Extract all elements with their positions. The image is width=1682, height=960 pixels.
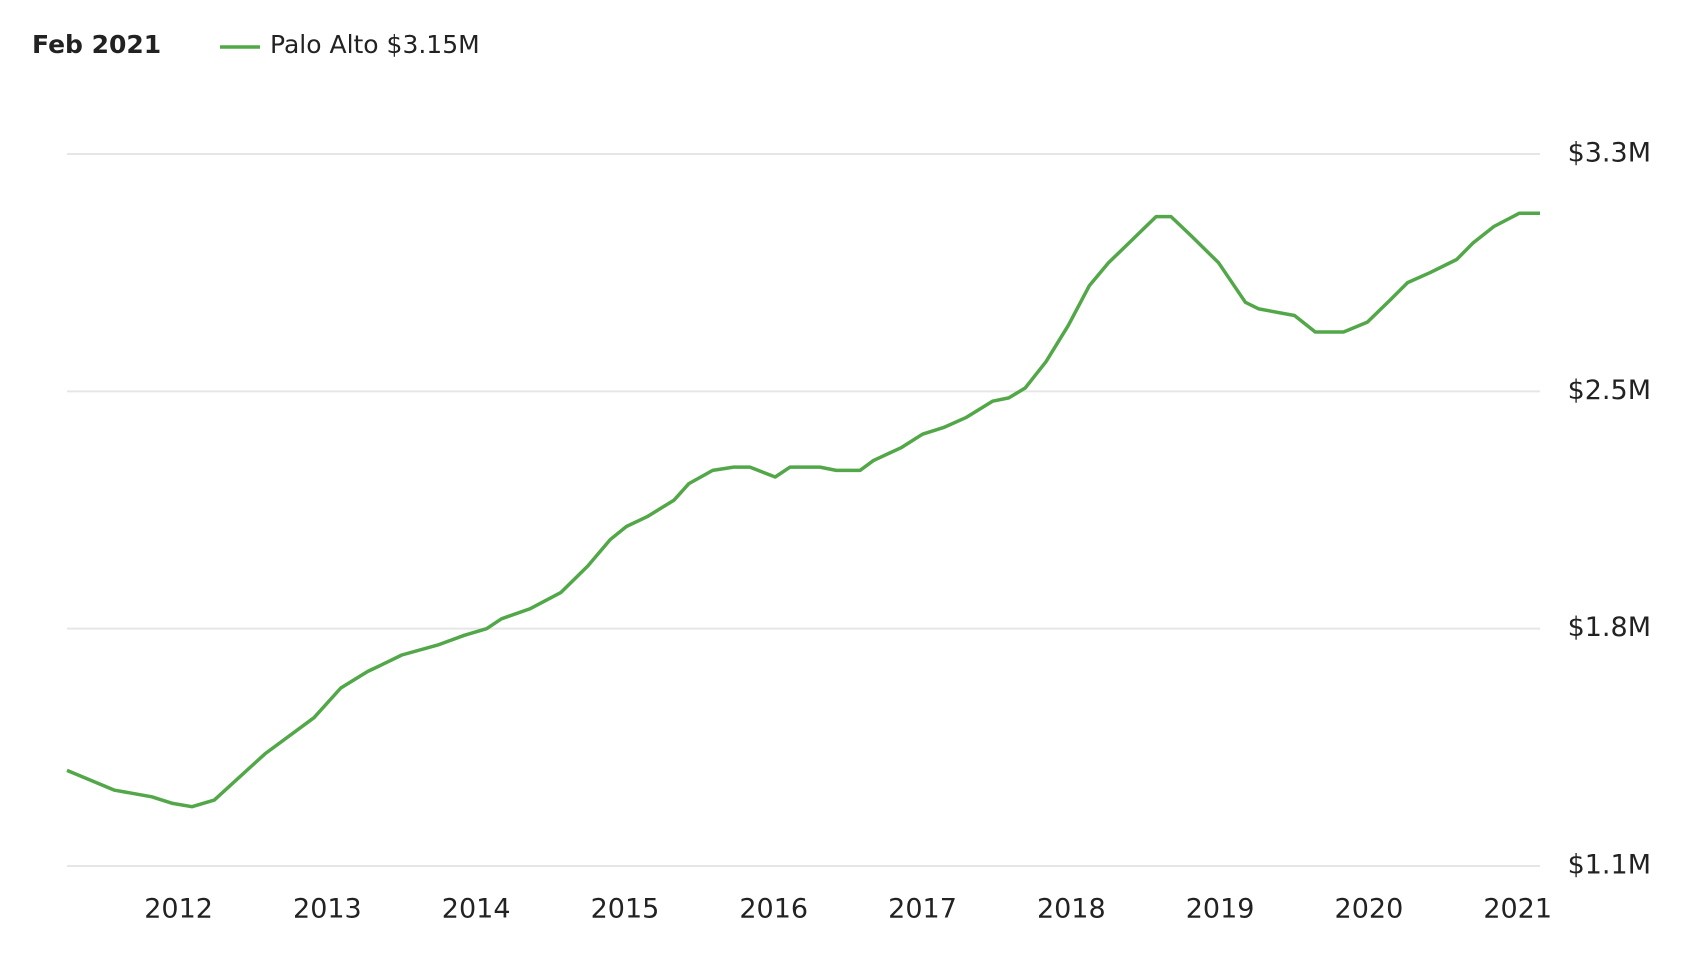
x-tick-label: 2017 (888, 894, 957, 925)
x-tick-label: 2016 (739, 894, 808, 925)
x-tick-label: 2019 (1186, 894, 1255, 925)
x-tick-label: 2018 (1037, 894, 1106, 925)
y-tick-label: $1.1M (1568, 850, 1651, 881)
y-tick-label: $2.5M (1568, 375, 1651, 406)
line (66, 211, 1540, 809)
x-tick-label: 2013 (293, 894, 362, 925)
legend-label: Palo Alto $3.15M (270, 30, 480, 59)
date-label: Feb 2021 (32, 30, 161, 59)
x-tick-label: 2015 (591, 894, 660, 925)
x-tick-label: 2020 (1335, 894, 1404, 925)
y-tick-label: $1.8M (1568, 612, 1651, 643)
x-tick-label: 2012 (144, 894, 213, 925)
x-tick-label: 2014 (442, 894, 511, 925)
y-tick-label: $3.3M (1568, 138, 1651, 169)
x-tick-label: 2021 (1483, 894, 1552, 925)
